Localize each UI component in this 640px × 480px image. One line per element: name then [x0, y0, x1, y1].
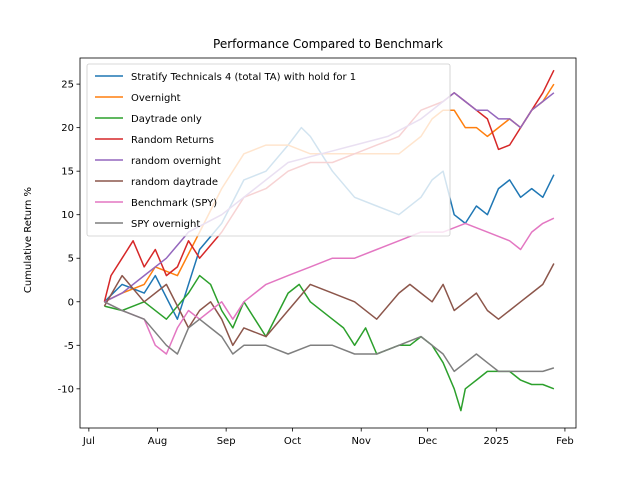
x-tick-label: Jul	[82, 436, 95, 447]
x-tick-label: 2025	[484, 436, 509, 447]
legend-items: Stratify Technicals 4 (total TA) with ho…	[95, 72, 356, 230]
x-tick-label: Sep	[217, 436, 236, 447]
x-tick-label: Aug	[148, 436, 168, 447]
plot-frame	[79, 57, 577, 429]
legend-label-1: Overnight	[131, 93, 181, 104]
legend-label-4: random overnight	[131, 156, 221, 167]
y-tick-label: 5	[68, 254, 74, 265]
y-tick-label: 25	[61, 80, 74, 91]
legend: Stratify Technicals 4 (total TA) with ho…	[86, 63, 451, 237]
x-tick-label: Nov	[351, 436, 371, 447]
series-line-6	[104, 217, 555, 355]
y-axis-label: Cumulative Return %	[23, 187, 34, 293]
series-line-2	[104, 274, 555, 412]
legend-label-3: Random Returns	[131, 135, 214, 146]
y-tick-label: 0	[68, 297, 74, 308]
x-tick-label: Oct	[284, 436, 301, 447]
legend-label-0: Stratify Technicals 4 (total TA) with ho…	[131, 72, 356, 83]
legend-frame	[86, 63, 451, 237]
y-tick-label: -10	[58, 384, 74, 395]
x-tick-label: Dec	[418, 436, 437, 447]
x-tick-label: Feb	[556, 436, 574, 447]
legend-label-5: random daytrade	[131, 177, 218, 188]
y-tick-label: 20	[61, 123, 74, 134]
series-line-5	[103, 263, 555, 347]
y-tick-label: -5	[64, 341, 74, 352]
series-line-7	[104, 301, 555, 373]
y-tick-label: 10	[61, 210, 74, 221]
legend-label-6: Benchmark (SPY)	[131, 198, 217, 209]
legend-label-7: SPY overnight	[131, 219, 200, 230]
legend-label-2: Daytrade only	[131, 114, 202, 125]
chart-title: Performance Compared to Benchmark	[213, 37, 443, 51]
y-tick-label: 15	[61, 167, 74, 178]
